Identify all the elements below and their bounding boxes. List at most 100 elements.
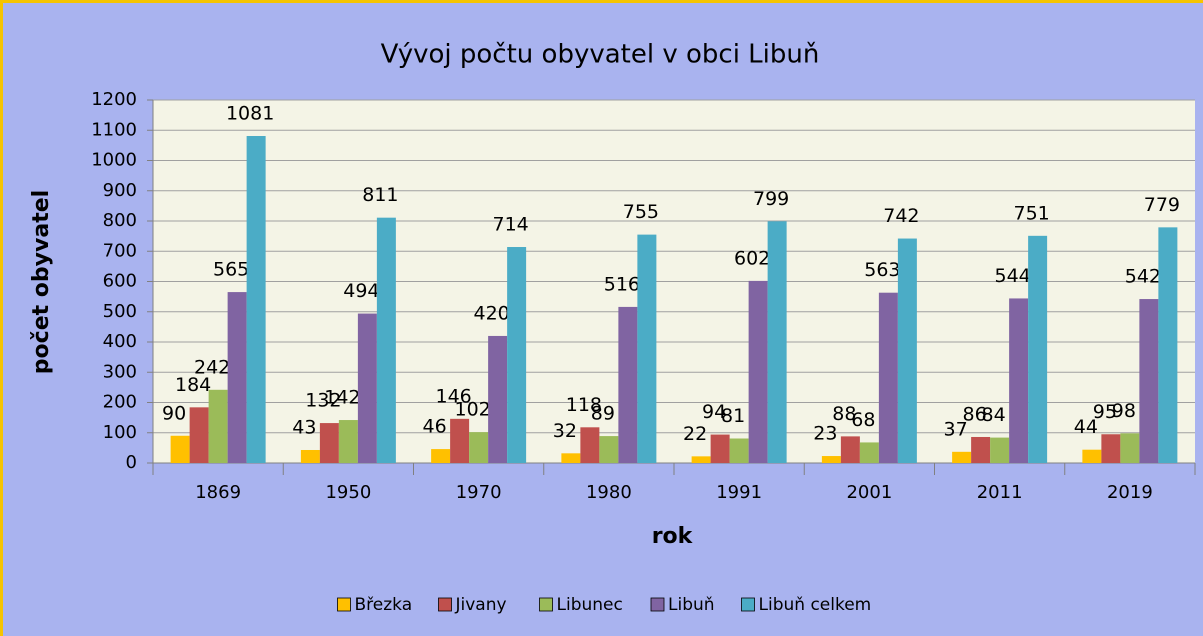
- data-label: 32: [553, 420, 577, 442]
- data-label: 516: [604, 273, 640, 295]
- x-tick-label: 2001: [846, 482, 892, 503]
- data-label: 94: [702, 401, 726, 423]
- bar: [170, 435, 190, 463]
- bar: [561, 453, 581, 463]
- bar: [580, 427, 600, 463]
- bar: [1101, 434, 1121, 463]
- bar: [599, 436, 619, 463]
- data-label: 714: [492, 214, 528, 236]
- data-label: 751: [1013, 202, 1049, 224]
- data-label: 542: [1125, 266, 1161, 288]
- x-tick-label: 2019: [1107, 482, 1153, 503]
- bar: [1139, 299, 1159, 463]
- y-tick-label: 1200: [91, 89, 137, 110]
- bar: [729, 438, 749, 463]
- legend-label: Březka: [355, 595, 413, 615]
- bar: [1082, 449, 1102, 463]
- y-tick-label: 0: [126, 452, 137, 473]
- data-label: 98: [1112, 400, 1136, 422]
- bar: [507, 247, 527, 463]
- bar: [618, 306, 638, 463]
- data-label: 184: [175, 374, 211, 396]
- data-label: 779: [1144, 194, 1180, 216]
- bar: [319, 423, 339, 463]
- legend-swatch: [539, 597, 553, 612]
- y-tick-label: 1100: [91, 119, 137, 140]
- legend-label: Libunec: [557, 595, 623, 615]
- bar: [952, 451, 972, 463]
- y-tick-label: 100: [103, 422, 137, 443]
- y-tick-label: 1000: [91, 150, 137, 171]
- data-label: 89: [591, 403, 615, 425]
- y-tick-label: 400: [103, 331, 137, 352]
- legend-label: Jivany: [455, 595, 507, 615]
- data-label: 494: [343, 280, 379, 302]
- bar: [300, 449, 320, 463]
- bar: [357, 313, 377, 463]
- data-label: 81: [721, 405, 745, 427]
- data-label: 43: [292, 416, 316, 438]
- bar: [1028, 235, 1048, 463]
- legend-swatch: [438, 597, 452, 612]
- bar: [450, 418, 470, 463]
- bar: [990, 437, 1010, 463]
- data-label: 44: [1074, 416, 1098, 438]
- bar: [227, 292, 247, 463]
- legend-swatch: [337, 597, 351, 612]
- bar: [1009, 298, 1029, 463]
- bar: [971, 436, 991, 463]
- x-tick-label: 2011: [977, 482, 1023, 503]
- bar: [710, 434, 730, 463]
- data-label: 142: [324, 387, 360, 409]
- data-label: 84: [982, 404, 1006, 426]
- data-label: 22: [683, 423, 707, 445]
- y-tick-label: 300: [103, 361, 137, 382]
- data-label: 755: [623, 201, 659, 223]
- legend-swatch: [741, 597, 755, 612]
- legend-label: Libuň: [668, 595, 715, 615]
- x-tick-label: 1980: [586, 482, 632, 503]
- bar: [637, 234, 657, 463]
- bar: [189, 407, 209, 463]
- data-label: 563: [864, 259, 900, 281]
- data-label: 88: [832, 403, 856, 425]
- data-label: 102: [454, 399, 490, 421]
- bar: [840, 436, 860, 463]
- data-label: 146: [435, 385, 471, 407]
- data-label: 86: [963, 403, 987, 425]
- bar: [431, 449, 451, 463]
- bar: [878, 292, 898, 463]
- bar: [691, 456, 711, 463]
- bar: [376, 217, 396, 463]
- bar: [488, 335, 508, 463]
- y-tick-label: 600: [103, 271, 137, 292]
- legend-swatch: [650, 597, 665, 612]
- bar: [1158, 227, 1178, 463]
- bar: [859, 442, 879, 463]
- data-label: 544: [994, 265, 1030, 287]
- data-label: 799: [753, 188, 789, 210]
- y-axis-label: počet obyvatel: [29, 190, 54, 374]
- bar: [246, 135, 266, 463]
- x-tick-label: 1950: [325, 482, 371, 503]
- x-tick-label: 1991: [716, 482, 762, 503]
- bar: [208, 389, 228, 463]
- data-label: 242: [194, 356, 230, 378]
- data-label: 90: [162, 402, 186, 424]
- bar: [469, 432, 489, 463]
- data-label: 95: [1093, 401, 1117, 423]
- y-tick-label: 700: [103, 240, 137, 261]
- data-label: 37: [944, 418, 968, 440]
- legend-label: Libuň celkem: [759, 595, 872, 615]
- data-label: 1081: [226, 102, 274, 124]
- y-tick-label: 800: [103, 210, 137, 231]
- data-label: 602: [734, 247, 770, 269]
- data-label: 118: [566, 394, 602, 416]
- x-tick-label: 1869: [195, 482, 241, 503]
- y-tick-label: 900: [103, 180, 137, 201]
- data-label: 23: [813, 423, 837, 445]
- data-label: 742: [883, 205, 919, 227]
- x-axis-label: rok: [652, 524, 694, 549]
